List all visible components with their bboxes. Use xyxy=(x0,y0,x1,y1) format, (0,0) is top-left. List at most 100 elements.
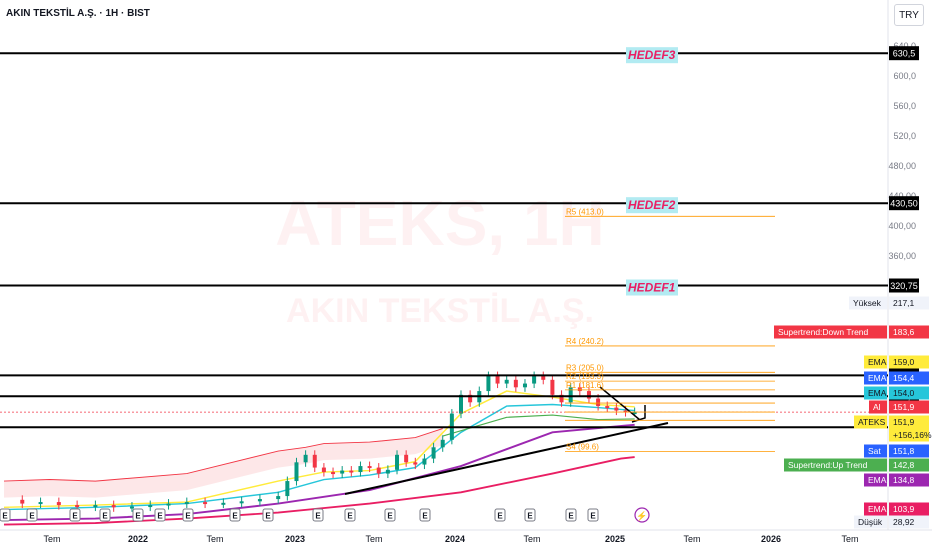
price-candle xyxy=(404,454,409,463)
earnings-marker-label: E xyxy=(232,512,238,521)
indicator-name: Sat xyxy=(868,446,881,456)
price-candle xyxy=(504,379,509,384)
price-candle xyxy=(166,503,171,506)
trendline-resistance xyxy=(599,386,641,421)
price-candle xyxy=(605,406,610,409)
indicator-name: Yüksek xyxy=(853,298,882,308)
indicator-value: 103,9 xyxy=(893,504,915,514)
indicator-value: 217,1 xyxy=(893,298,915,308)
ema-teal-line xyxy=(3,403,635,511)
indicator-name: Supertrend:Down Trend xyxy=(778,327,869,337)
indicator-value: 142,8 xyxy=(893,460,915,470)
indicator-value-tag xyxy=(889,428,929,442)
level-price-tag xyxy=(889,278,919,293)
time-tick-label: 2025 xyxy=(605,534,625,544)
currency-button[interactable]: TRY xyxy=(894,4,924,26)
price-candle xyxy=(321,467,326,473)
pivot-label: S4 (99.6) xyxy=(566,442,599,451)
dividend-marker-icon: ⚡ xyxy=(636,510,647,522)
earnings-marker-label: E xyxy=(29,512,35,521)
indicator-value-tag xyxy=(889,515,929,529)
indicator-name-tag xyxy=(854,415,887,429)
dividend-marker xyxy=(634,507,650,523)
indicator-value: 151,9 xyxy=(893,417,915,427)
price-candle xyxy=(20,499,25,504)
indicator-name: EMA xyxy=(868,504,887,514)
price-candle xyxy=(541,376,546,380)
price-tick-label: 640,0 xyxy=(893,41,916,51)
target-badge xyxy=(626,197,678,214)
indicator-name: EMA xyxy=(868,388,887,398)
indicator-value: 151,9 xyxy=(893,402,915,412)
time-tick-label: 2026 xyxy=(761,534,781,544)
trendline-support xyxy=(344,422,669,495)
earnings-marker xyxy=(312,508,324,522)
indicator-value-tag xyxy=(889,502,929,516)
indicator-name-tag xyxy=(849,296,887,310)
price-candle xyxy=(303,454,308,463)
price-candle xyxy=(367,466,372,469)
indicator-value-tag xyxy=(889,444,929,458)
earnings-marker-label: E xyxy=(185,512,191,521)
level-price-label: 630,5 xyxy=(893,49,916,59)
earnings-marker-label: E xyxy=(497,512,503,521)
earnings-marker xyxy=(419,508,431,522)
earnings-marker xyxy=(587,508,599,522)
watermark-name: AKIN TEKSTİL A.Ş. xyxy=(286,292,594,330)
price-candle xyxy=(596,398,601,407)
indicator-name: Düşük xyxy=(858,517,883,527)
price-candle xyxy=(184,502,189,505)
supertrend-down-band xyxy=(4,428,443,498)
price-candle xyxy=(614,407,619,411)
price-candle xyxy=(577,387,582,392)
earnings-marker xyxy=(26,508,38,522)
earnings-marker xyxy=(154,508,166,522)
target-label: HEDEF1 xyxy=(628,281,676,295)
earnings-marker xyxy=(384,508,396,522)
indicator-value-tag xyxy=(889,325,929,339)
indicator-name-tag xyxy=(864,473,887,487)
price-candle xyxy=(203,502,208,505)
price-candle xyxy=(148,505,153,508)
indicator-value-tag xyxy=(889,355,929,369)
indicator-value-tag xyxy=(889,458,929,472)
symbol-title: AKIN TEKSTİL A.Ş. · 1H · BIST xyxy=(6,8,150,19)
level-price-tag xyxy=(889,196,919,211)
target-label: HEDEF2 xyxy=(628,198,676,212)
time-tick-label: 2022 xyxy=(128,534,148,544)
indicator-name: EMA xyxy=(868,373,887,383)
indicator-name-tag xyxy=(854,515,887,529)
earnings-marker-label: E xyxy=(265,512,271,521)
indicator-value-tag xyxy=(889,296,929,310)
time-tick-label: Tem xyxy=(206,534,223,544)
pivot-label: R3 (205.0) xyxy=(566,363,604,372)
earnings-marker-label: E xyxy=(347,512,353,521)
pivot-label: R2 (193.3) xyxy=(566,372,604,381)
earnings-marker-label: E xyxy=(422,512,428,521)
price-candle xyxy=(376,467,381,474)
earnings-marker-label: E xyxy=(387,512,393,521)
price-candle xyxy=(385,469,390,474)
price-tick-label: 400,00 xyxy=(888,221,916,231)
price-tick-label: 560,0 xyxy=(893,101,916,111)
price-candle xyxy=(532,376,537,384)
price-candle xyxy=(440,439,445,448)
earnings-marker xyxy=(0,508,11,522)
level-price-label: 430,50 xyxy=(890,199,918,209)
indicator-name-tag xyxy=(869,400,887,414)
target-label: HEDEF3 xyxy=(628,48,676,62)
pivot-label: R5 (413.0) xyxy=(566,207,604,216)
price-candle xyxy=(331,472,336,475)
price-candle xyxy=(285,481,290,497)
price-candle xyxy=(632,412,637,415)
price-candle xyxy=(276,496,281,500)
target-badge xyxy=(626,279,678,296)
price-candle xyxy=(93,505,98,508)
price-candle xyxy=(522,383,527,388)
price-candle xyxy=(340,470,345,474)
earnings-marker xyxy=(494,508,506,522)
earnings-marker-label: E xyxy=(568,512,574,521)
price-candle xyxy=(413,462,418,465)
price-candle xyxy=(468,394,473,403)
